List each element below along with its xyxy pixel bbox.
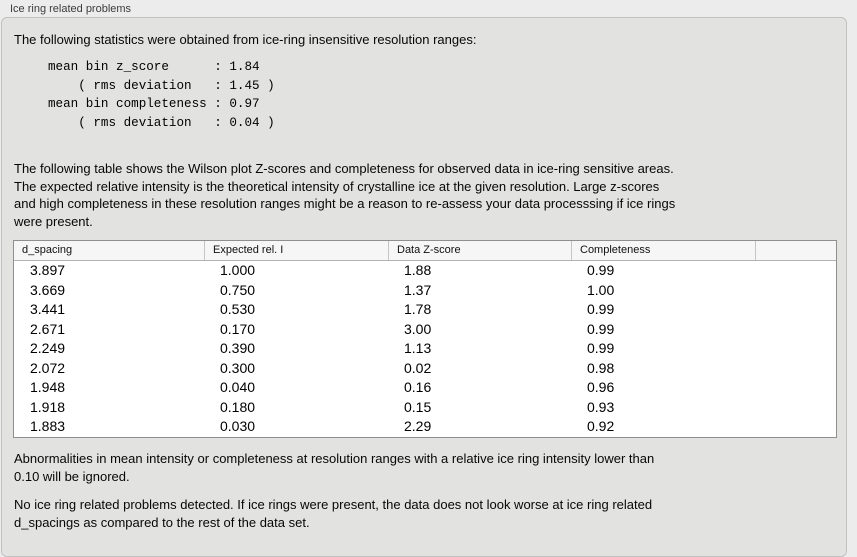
table-cell: 0.15 bbox=[404, 398, 432, 415]
intro-text: The following statistics were obtained f… bbox=[14, 32, 477, 47]
table-cell: 0.390 bbox=[220, 340, 256, 356]
table-cell: 3.897 bbox=[30, 262, 66, 278]
table-cell-empty bbox=[755, 378, 836, 398]
panel-title: Ice ring related problems bbox=[10, 3, 132, 15]
table-body: 3.897 1.000 1.88 0.99 3.669 0.750 1.37 1.00 3.44… bbox=[14, 261, 836, 437]
ice-ring-table[interactable]: d_spacing Expected rel. I Data Z-score C… bbox=[13, 240, 837, 438]
column-header-empty[interactable] bbox=[755, 241, 836, 260]
table-cell-empty bbox=[755, 417, 836, 437]
table-cell: 0.99 bbox=[587, 320, 615, 337]
table-cell-empty bbox=[755, 359, 836, 379]
table-cell: 0.300 bbox=[220, 359, 256, 376]
table-cell: 0.98 bbox=[587, 359, 615, 376]
table-row[interactable]: 3.441 0.530 1.78 0.99 bbox=[14, 300, 836, 320]
table-cell: 0.530 bbox=[220, 301, 256, 317]
table-cell: 0.750 bbox=[220, 281, 256, 298]
table-header-row: d_spacing Expected rel. I Data Z-score C… bbox=[14, 241, 836, 261]
table-cell: 0.99 bbox=[587, 340, 615, 356]
table-cell: 1.883 bbox=[30, 418, 66, 434]
column-header-expected-rel-i[interactable]: Expected rel. I bbox=[204, 241, 388, 260]
table-cell-empty bbox=[755, 398, 836, 418]
ice-ring-groupbox: The following statistics were obtained f… bbox=[1, 17, 847, 557]
stats-block: mean bin z_score : 1.84 ( rms deviation … bbox=[48, 60, 275, 131]
table-cell: 1.00 bbox=[587, 281, 615, 298]
table-cell: 0.99 bbox=[587, 301, 615, 317]
table-cell: 2.249 bbox=[30, 340, 66, 356]
table-cell: 0.92 bbox=[587, 418, 615, 434]
table-row[interactable]: 3.669 0.750 1.37 1.00 bbox=[14, 280, 836, 301]
table-cell: 3.00 bbox=[404, 320, 432, 337]
table-row[interactable]: 1.918 0.180 0.15 0.93 bbox=[14, 397, 836, 418]
table-cell: 1.948 bbox=[30, 379, 66, 395]
conclusion-text: No ice ring related problems detected. I… bbox=[14, 497, 653, 530]
table-cell: 0.180 bbox=[220, 398, 256, 415]
table-cell: 1.000 bbox=[220, 262, 256, 278]
table-cell: 2.671 bbox=[30, 320, 66, 337]
table-row[interactable]: 2.249 0.390 1.13 0.99 bbox=[14, 339, 836, 359]
table-cell: 3.441 bbox=[30, 301, 66, 317]
table-cell: 3.669 bbox=[30, 281, 66, 298]
table-row[interactable]: 1.883 0.030 2.29 0.92 bbox=[14, 417, 836, 437]
table-cell: 1.13 bbox=[404, 340, 432, 356]
table-cell: 1.918 bbox=[30, 398, 66, 415]
table-row[interactable]: 2.072 0.300 0.02 0.98 bbox=[14, 358, 836, 379]
table-cell: 0.96 bbox=[587, 379, 615, 395]
column-header-completeness[interactable]: Completeness bbox=[571, 241, 755, 260]
table-cell: 0.99 bbox=[587, 262, 615, 278]
table-row[interactable]: 1.948 0.040 0.16 0.96 bbox=[14, 378, 836, 398]
column-header-d-spacing[interactable]: d_spacing bbox=[22, 244, 73, 256]
table-cell-empty bbox=[755, 339, 836, 359]
table-cell-empty bbox=[755, 320, 836, 340]
table-cell: 0.040 bbox=[220, 379, 256, 395]
table-cell: 0.030 bbox=[220, 418, 256, 434]
table-cell: 0.170 bbox=[220, 320, 256, 337]
table-cell: 0.93 bbox=[587, 398, 615, 415]
table-row[interactable]: 2.671 0.170 3.00 0.99 bbox=[14, 319, 836, 340]
table-cell: 0.02 bbox=[404, 359, 432, 376]
table-cell: 1.78 bbox=[404, 301, 432, 317]
table-description-text: The following table shows the Wilson plo… bbox=[14, 161, 676, 229]
table-cell: 0.16 bbox=[404, 379, 432, 395]
table-cell: 2.29 bbox=[404, 418, 432, 434]
table-cell-empty bbox=[755, 281, 836, 301]
ignore-note-text: Abnormalities in mean intensity or compl… bbox=[14, 451, 655, 484]
table-cell-empty bbox=[755, 300, 836, 320]
table-cell-empty bbox=[755, 261, 836, 281]
table-cell: 1.88 bbox=[404, 262, 432, 278]
column-header-data-z-score[interactable]: Data Z-score bbox=[388, 241, 571, 260]
table-cell: 2.072 bbox=[30, 359, 66, 376]
table-cell: 1.37 bbox=[404, 281, 432, 298]
table-row[interactable]: 3.897 1.000 1.88 0.99 bbox=[14, 261, 836, 281]
